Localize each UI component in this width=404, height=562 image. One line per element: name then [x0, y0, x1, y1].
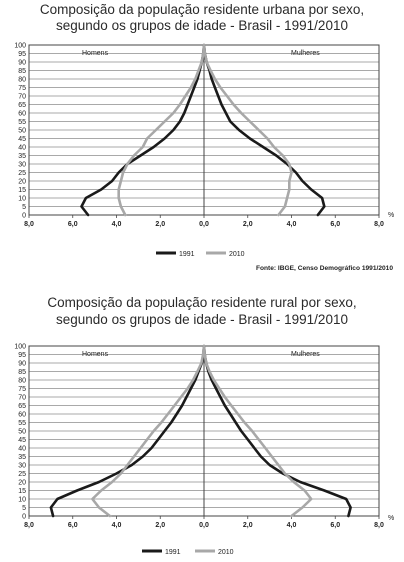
rural-x-tick-label: 0,0	[199, 522, 209, 529]
urban-y-tick-label: 80	[18, 76, 26, 83]
rural-y-tick-label: 10	[18, 496, 26, 503]
urban-chart-subtitle: segundo os grupos de idade - Brasil - 19…	[56, 18, 348, 33]
urban-y-tick-label: 30	[18, 161, 26, 168]
urban-legend: 1991 2010	[156, 251, 245, 258]
urban-y-tick-label: 10	[18, 195, 26, 202]
urban-legend-label-1991: 1991	[179, 251, 195, 258]
urban-y-tick-label: 70	[18, 93, 26, 100]
rural-y-tick-label: 25	[18, 471, 26, 478]
rural-series-lines	[49, 344, 352, 518]
rural-y-tick-label: 75	[18, 386, 26, 393]
urban-series-lines	[80, 43, 326, 217]
urban-x-tick-label: 2,0	[243, 221, 253, 228]
rural-y-tick-label: 100	[14, 343, 26, 350]
urban-y-tick-label: 35	[18, 153, 26, 160]
urban-legend-label-2010: 2010	[229, 251, 245, 258]
urban-male-1991-line	[80, 43, 206, 217]
rural-x-tick-label: 4,0	[287, 522, 297, 529]
rural-y-tick-label: 85	[18, 369, 26, 376]
rural-male-2010-line	[91, 344, 206, 518]
rural-legend-label-2010: 2010	[218, 549, 234, 556]
rural-chart-title: Composição da população residente rural …	[47, 295, 356, 310]
rural-x-tick-label: 8,0	[374, 522, 384, 529]
rural-y-tick-label: 65	[18, 403, 26, 410]
urban-y-tick-label: 65	[18, 102, 26, 109]
urban-y-tick-label: 55	[18, 119, 26, 126]
rural-male-1991-line	[49, 344, 206, 518]
urban-y-tick-label: 20	[18, 178, 26, 185]
rural-y-tick-label: 60	[18, 411, 26, 418]
urban-y-tick-label: 60	[18, 110, 26, 117]
rural-y-tick-label: 35	[18, 454, 26, 461]
urban-unit-label: %	[388, 212, 394, 219]
rural-y-ticks: 1009590858075706560555045403530252015105…	[14, 343, 26, 520]
rural-unit-label: %	[388, 515, 394, 522]
urban-y-tick-label: 85	[18, 68, 26, 75]
urban-x-tick-label: 8,0	[374, 221, 384, 228]
urban-y-tick-label: 5	[22, 204, 26, 211]
urban-homens-label: Homens	[82, 50, 109, 57]
rural-mulheres-label: Mulheres	[291, 351, 320, 358]
urban-source-note: Fonte: IBGE, Censo Demográfico 1991/2010	[256, 265, 393, 272]
rural-x-tick-label: 2,0	[243, 522, 253, 529]
urban-y-tick-label: 75	[18, 85, 26, 92]
rural-homens-label: Homens	[82, 351, 109, 358]
rural-legend: 1991 2010	[142, 549, 234, 556]
urban-y-tick-label: 15	[18, 187, 26, 194]
urban-y-tick-label: 25	[18, 170, 26, 177]
rural-y-tick-label: 90	[18, 360, 26, 367]
urban-x-tick-label: 6,0	[68, 221, 78, 228]
rural-x-tick-label: 8,0	[24, 522, 34, 529]
rural-x-tick-label: 4,0	[112, 522, 122, 529]
rural-y-tick-label: 0	[22, 513, 26, 520]
rural-y-tick-label: 95	[18, 352, 26, 359]
urban-chart-title: Composição da população residente urbana…	[40, 2, 364, 17]
rural-x-tick-label: 6,0	[68, 522, 78, 529]
rural-y-tick-label: 80	[18, 377, 26, 384]
urban-x-ticks: 8,0 6,0 4,0 2,0 0,0 2,0 4,0 6,0 8,0	[24, 215, 384, 228]
rural-y-tick-label: 5	[22, 505, 26, 512]
urban-mulheres-label: Mulheres	[291, 50, 320, 57]
urban-y-tick-label: 45	[18, 136, 26, 143]
urban-x-tick-label: 2,0	[155, 221, 165, 228]
rural-y-tick-label: 45	[18, 437, 26, 444]
rural-y-tick-label: 40	[18, 445, 26, 452]
rural-y-tick-label: 50	[18, 428, 26, 435]
rural-legend-label-1991: 1991	[165, 549, 181, 556]
rural-y-tick-label: 20	[18, 479, 26, 486]
urban-female-1991-line	[202, 43, 326, 217]
rural-y-tick-label: 30	[18, 462, 26, 469]
rural-pyramid-chart: Composição da população residente rural …	[14, 295, 394, 556]
urban-y-tick-label: 100	[14, 42, 26, 49]
urban-x-tick-label: 8,0	[24, 221, 34, 228]
rural-y-tick-label: 55	[18, 420, 26, 427]
urban-y-tick-label: 90	[18, 59, 26, 66]
urban-y-ticks: 1009590858075706560555045403530252015105…	[14, 42, 26, 219]
rural-y-tick-label: 70	[18, 394, 26, 401]
rural-female-2010-line	[202, 344, 313, 518]
urban-x-tick-label: 4,0	[112, 221, 122, 228]
rural-y-tick-label: 15	[18, 488, 26, 495]
rural-x-tick-label: 6,0	[330, 522, 340, 529]
urban-y-tick-label: 95	[18, 51, 26, 58]
rural-x-tick-label: 2,0	[155, 522, 165, 529]
rural-x-ticks: 8,0 6,0 4,0 2,0 0,0 2,0 4,0 6,0 8,0	[24, 516, 384, 529]
urban-y-tick-label: 40	[18, 144, 26, 151]
urban-female-2010-line	[202, 43, 293, 217]
urban-pyramid-chart: Composição da população residente urbana…	[14, 2, 394, 272]
urban-x-tick-label: 0,0	[199, 221, 209, 228]
urban-x-tick-label: 6,0	[330, 221, 340, 228]
urban-y-tick-label: 0	[22, 212, 26, 219]
rural-chart-subtitle: segundo os grupos de idade - Brasil - 19…	[56, 312, 348, 327]
urban-male-2010-line	[117, 43, 206, 217]
urban-x-tick-label: 4,0	[287, 221, 297, 228]
urban-y-tick-label: 50	[18, 127, 26, 134]
